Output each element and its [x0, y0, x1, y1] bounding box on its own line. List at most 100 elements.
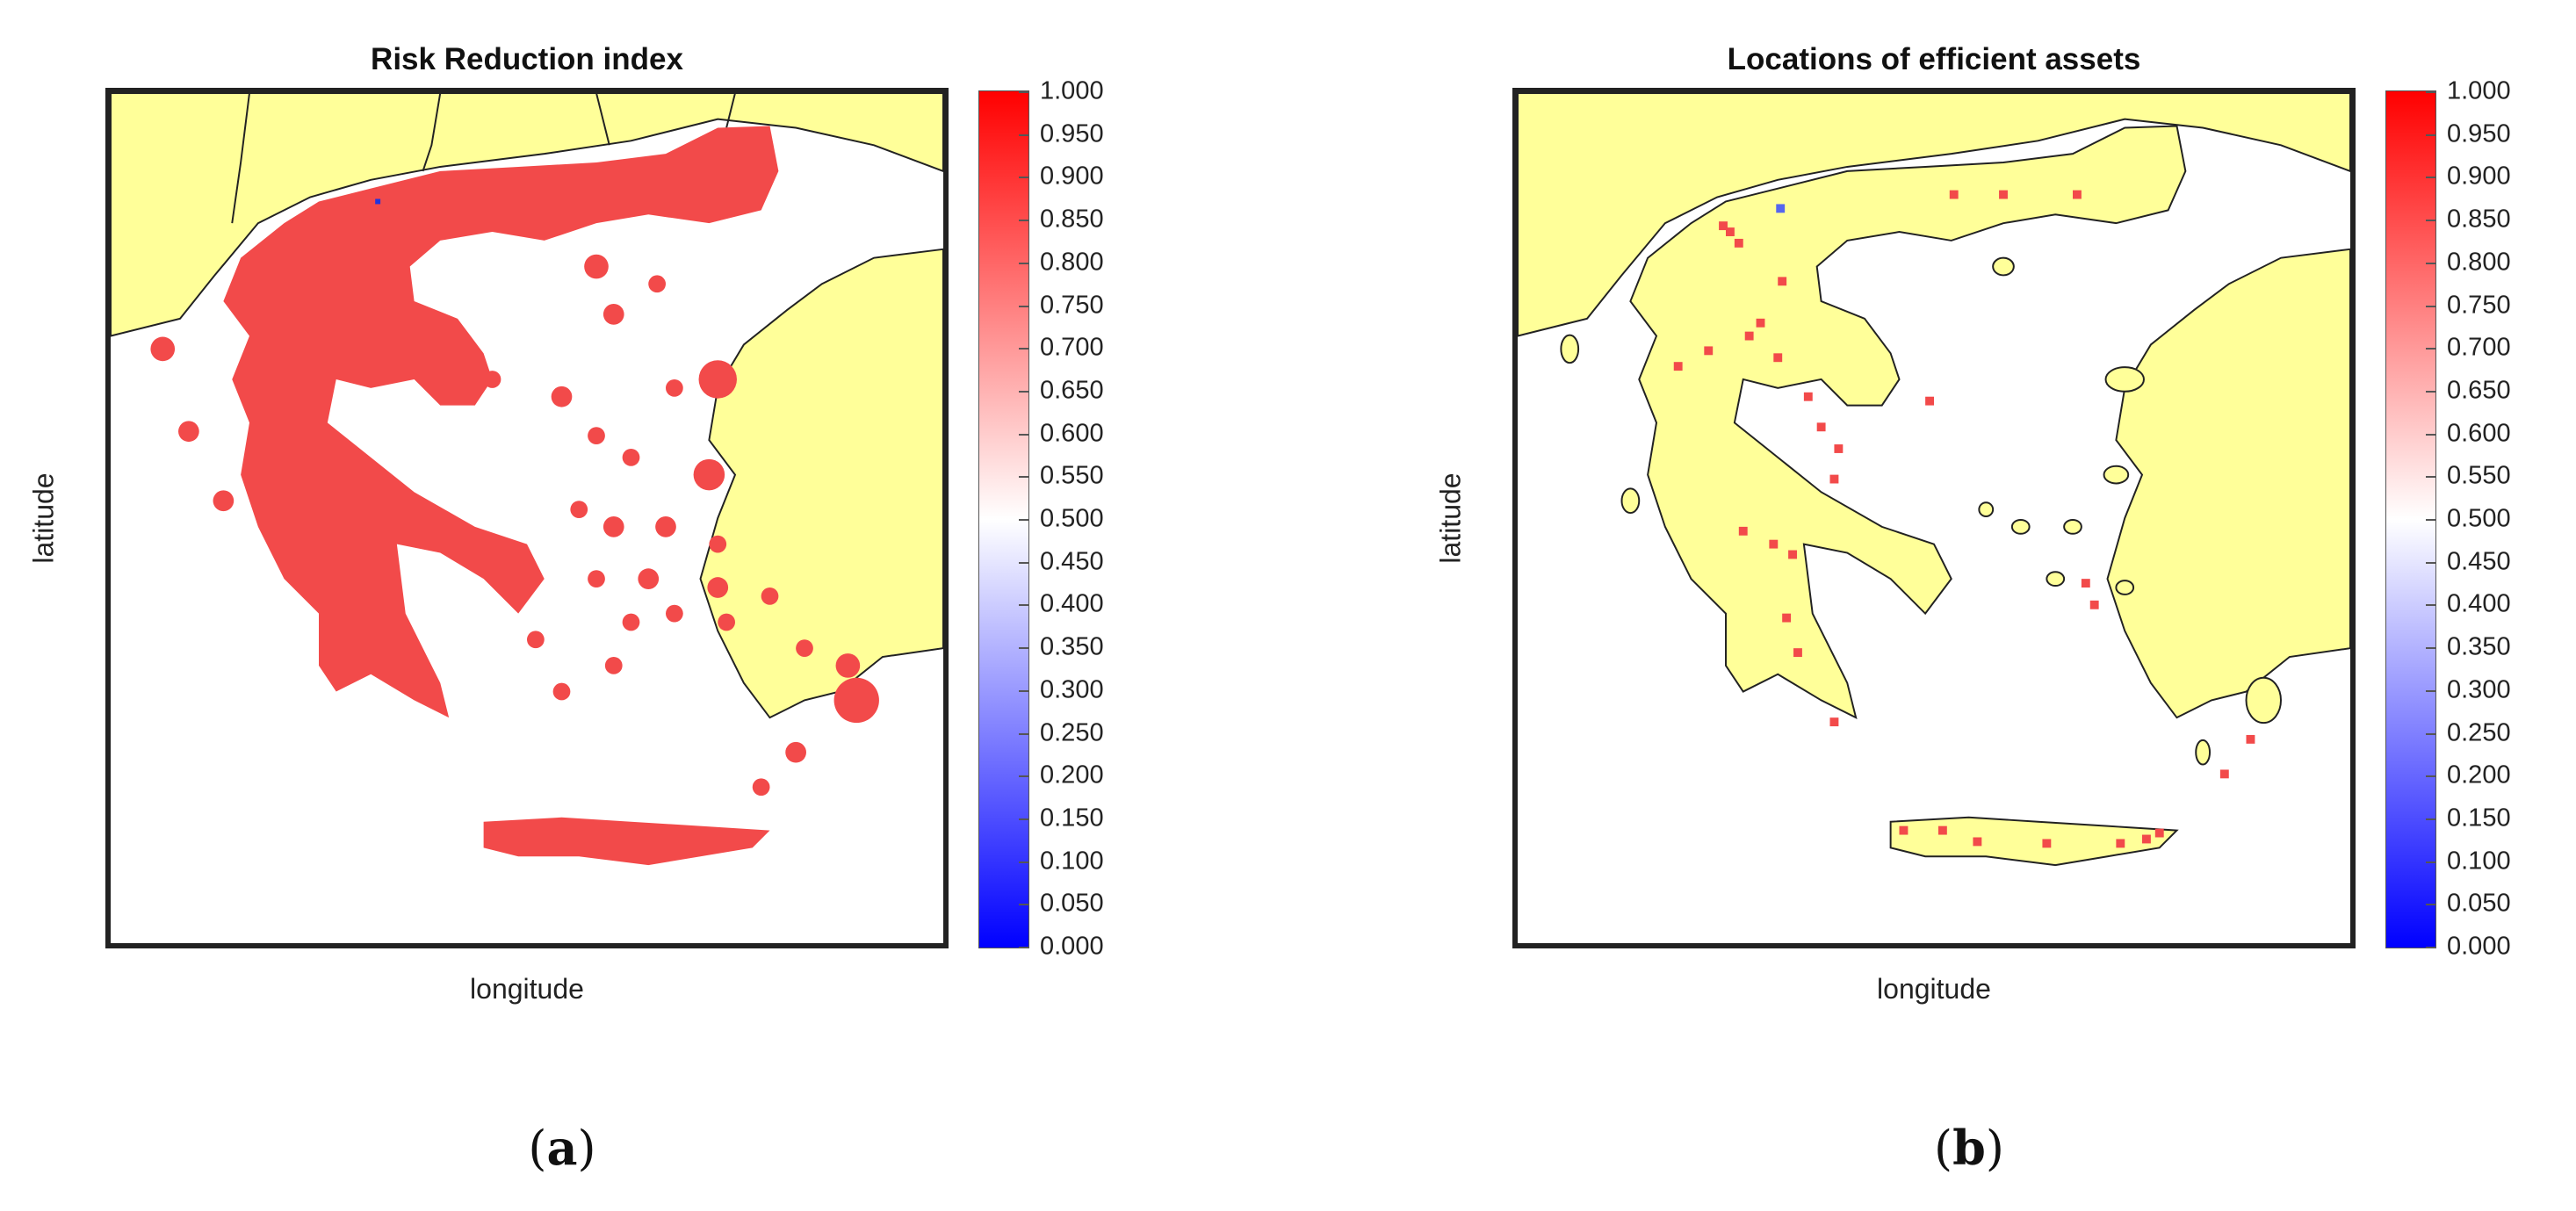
colorbar-tick-mark — [1019, 519, 1029, 521]
islands — [1560, 256, 2282, 766]
land-turkey — [699, 248, 943, 719]
risk-map — [105, 88, 949, 948]
colorbar-tick-label: 0.650 — [1040, 376, 1104, 405]
colorbar-tick-label: 0.300 — [1040, 675, 1104, 704]
islands-risk — [150, 254, 879, 797]
x-axis-label: longitude — [470, 973, 584, 1005]
colorbar-tick-label: 0.400 — [2447, 589, 2511, 618]
colorbar-tick-mark — [2426, 519, 2436, 521]
colorbar-tick-label: 0.500 — [2447, 504, 2511, 533]
land-north-balkans — [1518, 93, 2350, 337]
plot-title: Risk Reduction index — [371, 42, 683, 76]
colorbar-tick-label: 0.950 — [2447, 119, 2511, 148]
colorbar-tick-label: 0.650 — [2447, 376, 2511, 405]
colorbar-tick-mark — [1019, 561, 1029, 564]
colorbar-tick-mark — [1019, 604, 1029, 607]
colorbar-tick-label: 0.400 — [1040, 589, 1104, 618]
colorbar-tick-label: 1.000 — [2447, 76, 2511, 105]
colorbar-tick-label: 0.550 — [2447, 461, 2511, 490]
colorbar-tick-label: 0.900 — [2447, 162, 2511, 191]
colorbar-tick-label: 0.350 — [2447, 632, 2511, 661]
colorbar-tick-label: 0.000 — [1040, 932, 1104, 961]
greece-mainland — [1629, 125, 2187, 720]
colorbar-tick-label: 0.600 — [2447, 419, 2511, 448]
colorbar-tick-mark — [2426, 305, 2436, 307]
colorbar-tick-label: 0.850 — [2447, 205, 2511, 234]
colorbar-tick-mark — [2426, 390, 2436, 393]
colorbar-tick-label: 0.700 — [2447, 333, 2511, 362]
land-turkey — [2106, 248, 2350, 719]
colorbar-tick-mark — [1019, 647, 1029, 650]
asset-map — [1512, 88, 2356, 948]
colorbar-tick-mark — [1019, 476, 1029, 479]
colorbar-tick-label: 0.900 — [1040, 162, 1104, 191]
y-axis-label: latitude — [27, 472, 60, 564]
colorbar-tick-label: 0.750 — [1040, 291, 1104, 319]
colorbar-tick-mark — [2426, 476, 2436, 479]
risk-map-svg — [111, 93, 943, 866]
crete-risk — [483, 817, 770, 866]
colorbar-tick-label: 0.800 — [2447, 248, 2511, 277]
colorbar-tick-mark — [1019, 348, 1029, 350]
colorbar-tick-mark — [2426, 861, 2436, 863]
colorbar-tick-mark — [2426, 647, 2436, 650]
colorbar-tick-mark — [1019, 133, 1029, 136]
low-value-asset — [1776, 204, 1786, 213]
x-axis-label: longitude — [1877, 973, 1991, 1005]
colorbar-tick-label: 0.100 — [2447, 847, 2511, 876]
colorbar-tick-mark — [2426, 220, 2436, 222]
colorbar-tick-mark — [1019, 818, 1029, 820]
colorbar-tick-label: 0.200 — [1040, 760, 1104, 789]
colorbar-tick-mark — [2426, 689, 2436, 692]
colorbar-tick-mark — [1019, 262, 1029, 264]
colorbar-tick-label: 0.800 — [1040, 248, 1104, 277]
colorbar-tick-mark — [1019, 433, 1029, 436]
greece-mainland-risk — [223, 126, 779, 718]
colorbar-tick-mark — [2426, 732, 2436, 735]
low-index-pixel — [375, 198, 381, 205]
colorbar-tick-label: 0.450 — [2447, 547, 2511, 576]
colorbar-tick-mark — [2426, 133, 2436, 136]
colorbar-tick-mark — [2426, 818, 2436, 820]
efficient-assets — [1673, 190, 2255, 848]
plot-title: Locations of efficient assets — [1727, 42, 2141, 76]
colorbar-tick-label: 0.500 — [1040, 504, 1104, 533]
colorbar-tick-mark — [1019, 861, 1029, 863]
colorbar-tick-label: 0.200 — [2447, 760, 2511, 789]
colorbar-tick-label: 0.450 — [1040, 547, 1104, 576]
colorbar-tick-mark — [2426, 775, 2436, 778]
land-north-balkans — [111, 93, 943, 337]
colorbar-tick-label: 0.700 — [1040, 333, 1104, 362]
colorbar-tick-mark — [1019, 947, 1029, 948]
colorbar-tick-label: 0.050 — [1040, 889, 1104, 918]
colorbar-tick-label: 0.050 — [2447, 889, 2511, 918]
colorbar-tick-mark — [2426, 433, 2436, 436]
crete — [1889, 816, 2179, 867]
colorbar-tick-label: 0.250 — [1040, 718, 1104, 746]
colorbar-tick-mark — [1019, 220, 1029, 222]
colorbar-tick-mark — [2426, 348, 2436, 350]
colorbar-tick-label: 0.350 — [1040, 632, 1104, 661]
colorbar-tick-mark — [2426, 177, 2436, 179]
asset-map-svg — [1518, 93, 2350, 867]
colorbar-tick-label: 0.950 — [1040, 119, 1104, 148]
colorbar-tick-mark — [1019, 904, 1029, 906]
panel-a: Risk Reduction index latitude — [27, 42, 1104, 1176]
colorbar-tick-label: 1.000 — [1040, 76, 1104, 105]
colorbar-tick-mark — [2426, 604, 2436, 607]
colorbar-tick-label: 0.000 — [2447, 932, 2511, 961]
colorbar-tick-mark — [2426, 947, 2436, 948]
colorbar-tick-label: 0.750 — [2447, 291, 2511, 319]
colorbar-tick-label: 0.100 — [1040, 847, 1104, 876]
colorbar-tick-mark — [2426, 561, 2436, 564]
colorbar-tick-label: 0.300 — [2447, 675, 2511, 704]
border-lines — [231, 93, 736, 224]
colorbar-tick-label: 0.250 — [2447, 718, 2511, 746]
colorbar-tick-mark — [1019, 775, 1029, 778]
colorbar-tick-label: 0.150 — [2447, 804, 2511, 833]
colorbar-tick-mark — [1019, 305, 1029, 307]
colorbar-tick-label: 0.550 — [1040, 461, 1104, 490]
colorbar-tick-label: 0.600 — [1040, 419, 1104, 448]
panel-label-b: (b) — [1934, 1120, 2004, 1176]
panel-label-a: (a) — [528, 1120, 596, 1176]
